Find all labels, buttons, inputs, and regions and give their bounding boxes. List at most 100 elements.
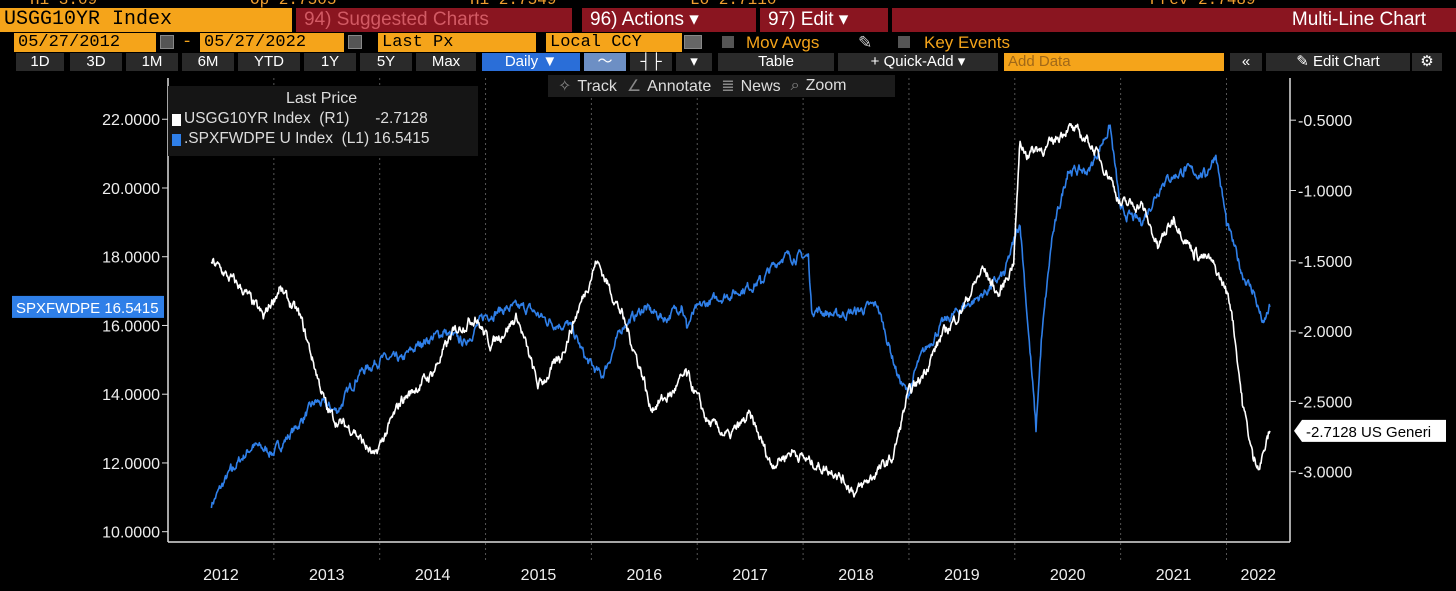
left-tick-label: 12.0000 [102,456,160,473]
chevron-down-icon[interactable] [684,35,702,49]
zoom-label: Zoom [805,77,847,94]
period-3d-button[interactable]: 3D [70,53,122,71]
end-date-field[interactable]: 05/27/2022 [200,33,344,52]
track-label: Track [577,78,617,95]
toolbar-row: 1D 3D 1M 6M YTD 1Y 5Y Max Daily ▼ 〜 ┤├ ▾… [0,53,1456,72]
edit-chart-label: Edit Chart [1313,53,1380,70]
axis-labels: 10.0000 12.0000 14.0000 16.0000 18.0000 20.00… [12,112,1446,584]
annotate-icon: ∠ [626,78,642,95]
left-tick-label: 22.0000 [102,112,160,129]
annotate-label: Annotate [647,78,712,95]
key-events-label: Key Events [924,33,1010,52]
quote-strip-item: Hi 3.09 [30,0,97,8]
legend-title: Last Price [286,90,358,107]
quick-add-button[interactable]: + Quick-Add ▾ [838,53,998,71]
calendar-icon[interactable] [348,35,362,49]
x-tick-label: 2015 [521,567,557,584]
period-max-button[interactable]: Max [416,53,476,71]
date-separator: - [182,33,193,52]
grid-lines [273,78,1227,562]
legend-entry: USGG10YR Index (R1) -2.7128 [184,110,428,127]
quote-strip: Hi 3.09 Op 2.7505 Hi 2.7549 Lo 2.7110 Pr… [0,0,1456,8]
legend-swatch-blue [172,134,181,146]
period-1d-button[interactable]: 1D [16,53,64,71]
series-line-usgg10yr [210,122,1271,498]
x-tick-label: 2013 [309,567,345,584]
gear-icon[interactable]: ⚙ [1412,53,1442,71]
right-tick-label: -3.0000 [1298,465,1352,482]
x-tick-label: 2014 [415,567,451,584]
x-tick-label: 2021 [1156,567,1192,584]
quote-strip-item: Op 2.7505 [250,0,336,8]
period-5y-button[interactable]: 5Y [360,53,412,71]
right-tick-label: -1.5000 [1298,254,1352,271]
collapse-icon[interactable]: « [1230,53,1262,71]
left-tick-label: 10.0000 [102,525,160,542]
news-icon: ≣ [721,78,735,95]
frequency-select[interactable]: Daily ▼ [482,53,580,71]
chart-type-label: Multi-Line Chart [892,8,1456,32]
quote-strip-item: Prev 2.7489 [1150,0,1256,8]
chart-tools-bar: ✧ Track ∠ Annotate ≣ News ⌕ Zoom [548,75,895,97]
chevron-down-icon[interactable]: ▾ [676,53,712,71]
news-tool[interactable]: ≣ News [721,76,780,96]
key-events-checkbox[interactable] [898,36,910,48]
axes [162,78,1296,543]
zoom-tool[interactable]: ⌕ Zoom [791,77,847,95]
line-chart-icon[interactable]: 〜 [584,53,626,71]
x-tick-label: 2018 [838,567,874,584]
x-tick-label: 2020 [1050,567,1086,584]
series-line-spxfwdpe [210,124,1271,509]
right-last-value-text: -2.7128 US Generi [1306,424,1431,441]
x-tick-label: 2022 [1240,567,1276,584]
left-tick-label: 14.0000 [102,387,160,404]
left-tick-label: 16.0000 [102,318,160,335]
security-ticker[interactable]: USGG10YR Index [0,8,292,32]
left-last-value-tag [12,295,164,318]
period-6m-button[interactable]: 6M [182,53,234,71]
right-tick-label: -2.0000 [1298,324,1352,341]
news-label: News [740,78,781,95]
series-lines [210,122,1271,509]
bar-chart-icon[interactable]: ┤├ [630,53,672,71]
right-tick-label: -1.0000 [1298,183,1352,200]
start-date-field[interactable]: 05/27/2012 [14,33,156,52]
chart-legend: Last Price USGG10YR Index (R1) -2.7128 .… [168,86,478,156]
track-tool[interactable]: ✧ Track [558,76,617,96]
table-button[interactable]: Table [718,53,834,71]
mov-avgs-label: Mov Avgs [746,33,820,52]
right-tick-label: -2.5000 [1298,394,1352,411]
left-tick-label: 20.0000 [102,181,160,198]
zoom-icon: ⌕ [790,77,800,94]
x-tick-label: 2016 [627,567,663,584]
period-1y-button[interactable]: 1Y [304,53,356,71]
right-last-value-tag [1294,419,1446,442]
crosshair-icon: ✧ [558,78,572,95]
x-tick-label: 2019 [944,567,980,584]
quote-strip-item: Hi 2.7549 [470,0,556,8]
settings-row: 05/27/2012 - 05/27/2022 Last Px Local CC… [0,33,1456,53]
quote-strip-item: Lo 2.7110 [690,0,776,8]
right-tick-label: -0.5000 [1298,113,1352,130]
legend-swatch-white [172,114,181,126]
legend-entry: .SPXFWDPE U Index (L1) 16.5415 [184,130,430,147]
pencil-icon[interactable]: ✎ [858,33,873,52]
header-bar: USGG10YR Index 94) Suggested Charts 96) … [0,8,1456,32]
suggested-charts-button[interactable]: 94) Suggested Charts [296,8,572,32]
edit-menu-button[interactable]: 97) Edit ▾ [760,8,888,32]
period-1m-button[interactable]: 1M [126,53,178,71]
mov-avgs-checkbox[interactable] [722,36,734,48]
left-last-value-text: SPXFWDPE 16.5415 [16,300,159,317]
add-data-input[interactable]: Add Data [1004,53,1224,71]
actions-menu-button[interactable]: 96) Actions ▾ [582,8,756,32]
x-tick-label: 2012 [203,567,239,584]
currency-select[interactable]: Local CCY [546,33,682,52]
left-tick-label: 18.0000 [102,250,160,267]
annotate-tool[interactable]: ∠ Annotate [627,76,711,96]
field-select[interactable]: Last Px [378,33,536,52]
period-ytd-button[interactable]: YTD [238,53,300,71]
edit-chart-button[interactable]: ✎ Edit Chart [1266,53,1410,71]
calendar-icon[interactable] [160,35,174,49]
x-tick-label: 2017 [732,567,768,584]
